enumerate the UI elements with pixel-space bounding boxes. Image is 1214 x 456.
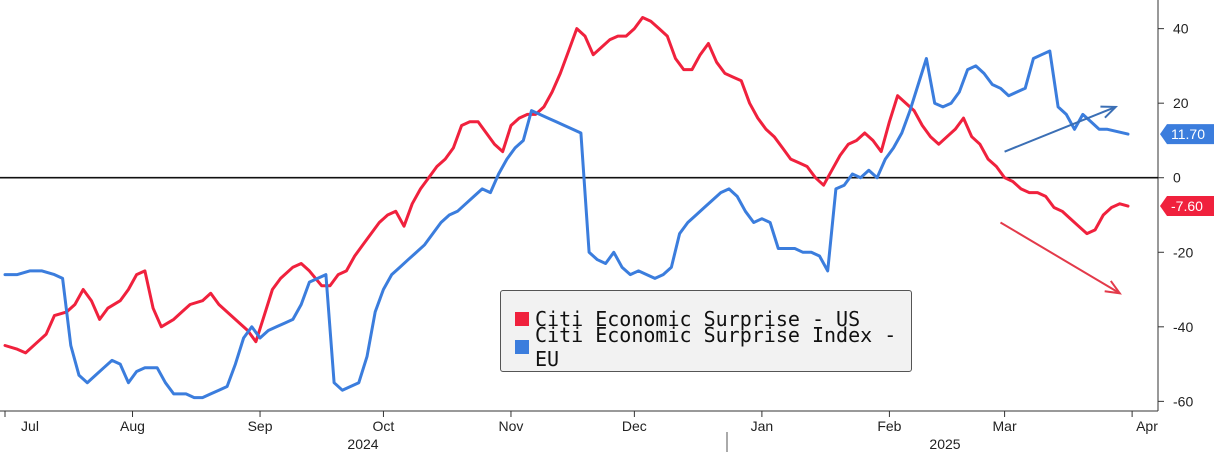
last-value-tag-label: 11.70 xyxy=(1171,126,1205,142)
y-tick-label: -20 xyxy=(1173,244,1193,260)
year-label-2025: 2025 xyxy=(929,436,960,452)
legend-swatch-eu xyxy=(515,340,529,354)
y-tick-label: -40 xyxy=(1173,319,1193,335)
x-tick-label: Sep xyxy=(248,418,273,434)
y-tick-label: -60 xyxy=(1173,393,1193,409)
trend-arrow-2 xyxy=(999,221,1121,295)
y-tick-label: 20 xyxy=(1173,95,1189,111)
x-tick-label: Jan xyxy=(751,418,774,434)
series-line-us xyxy=(3,16,1130,355)
trend-arrow-head-2 xyxy=(1104,280,1122,295)
axes-layer xyxy=(0,0,1164,452)
last-value-tag-us: -7.60 xyxy=(1160,196,1214,217)
y-tick-label: 40 xyxy=(1173,21,1189,37)
trend-arrow-head-1 xyxy=(1100,105,1119,119)
series-line-eu xyxy=(3,49,1130,400)
label-layer: 40 20 0 -20 -40 -60 Jul Aug Sep Oct Nov Dec Jan Feb Ma… xyxy=(21,21,1214,452)
legend-item-us: Citi Economic Surprise - US xyxy=(515,305,911,333)
legend: Citi Economic Surprise - US Citi Economi… xyxy=(500,290,912,372)
x-tick-label: Dec xyxy=(622,418,647,434)
last-value-tag-eu: 11.70 xyxy=(1160,124,1214,145)
x-tick-label: Jul xyxy=(21,418,39,434)
last-value-tag-bg xyxy=(1160,196,1214,217)
y-tick-label: 0 xyxy=(1173,170,1181,186)
legend-item-eu: Citi Economic Surprise Index - EU xyxy=(515,323,911,371)
x-tick-label: Aug xyxy=(120,418,145,434)
legend-label-eu: Citi Economic Surprise Index - EU xyxy=(535,323,897,371)
x-tick-label: Nov xyxy=(499,418,524,434)
last-value-tag-bg xyxy=(1160,124,1214,145)
legend-swatch-us xyxy=(515,312,529,326)
year-label-2024: 2024 xyxy=(347,436,378,452)
x-tick-label: Feb xyxy=(877,418,901,434)
annotation-layer xyxy=(999,105,1122,295)
series-layer xyxy=(3,16,1130,400)
x-tick-label: Apr xyxy=(1136,418,1158,434)
x-tick-label: Mar xyxy=(993,418,1017,434)
last-value-tag-label: -7.60 xyxy=(1171,198,1203,214)
legend-label-us: Citi Economic Surprise - US xyxy=(535,307,861,331)
x-tick-label: Oct xyxy=(373,418,395,434)
trend-arrow-1 xyxy=(1004,105,1117,153)
